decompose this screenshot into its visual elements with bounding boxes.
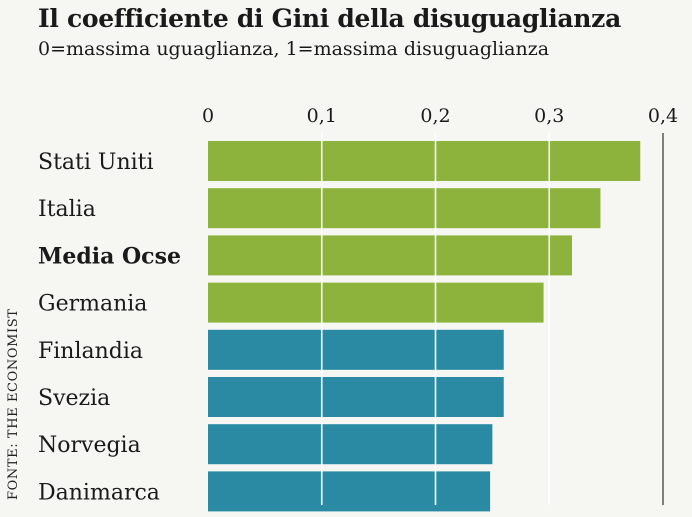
bar-norvegia [208, 424, 493, 465]
tick-label-0-1: 0,1 [307, 105, 337, 127]
category-label-norvegia: Norvegia [38, 433, 141, 458]
bar-stati-uniti [208, 141, 641, 181]
tick-label-0-3: 0,3 [534, 105, 564, 127]
category-label-italia: Italia [38, 197, 96, 222]
chart-title: Il coefficiente di Gini della disuguagli… [38, 4, 621, 33]
bar-finlandia [208, 329, 504, 370]
bar-italia [208, 188, 601, 229]
category-label-finlandia: Finlandia [38, 339, 143, 364]
bar-germania [208, 282, 544, 323]
tick-labels-group: 0 0,1 0,2 0,3 0,4 [202, 105, 678, 127]
gridlines-group [320, 133, 664, 505]
tick-label-0-4: 0,4 [648, 105, 678, 127]
bar-media-ocse [208, 235, 572, 276]
category-label-stati-uniti: Stati Uniti [38, 150, 154, 175]
bars-group [208, 141, 641, 512]
tick-label-0: 0 [202, 105, 214, 127]
category-label-media-ocse: Media Ocse [38, 243, 181, 269]
bar-svezia [208, 377, 504, 417]
chart-subtitle: 0=massima uguaglianza, 1=massima disugua… [38, 38, 550, 60]
category-label-danimarca: Danimarca [38, 480, 160, 505]
tick-label-0-2: 0,2 [420, 105, 450, 127]
category-label-germania: Germania [38, 292, 147, 317]
category-label-svezia: Svezia [38, 386, 110, 411]
category-labels-group: Stati Uniti Italia Media Ocse Germania Finla… [38, 150, 181, 505]
bar-danimarca [208, 471, 491, 512]
